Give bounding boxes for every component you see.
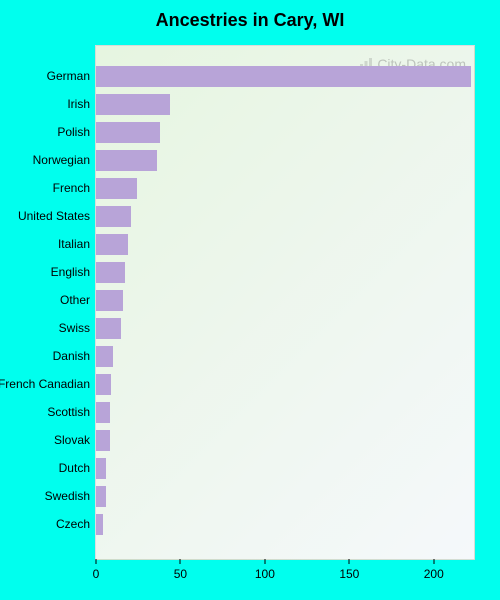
x-tick-label: 100 [255, 567, 275, 581]
bar-label: English [51, 265, 96, 279]
x-tick-mark [96, 559, 97, 564]
bar [96, 94, 170, 115]
x-tick-mark [180, 559, 181, 564]
bar-row: Dutch [96, 458, 474, 479]
bar-row: Scottish [96, 402, 474, 423]
bar [96, 486, 106, 507]
bar-label: Swiss [59, 321, 96, 335]
bar [96, 66, 471, 87]
bar [96, 402, 110, 423]
bar-label: Czech [56, 517, 96, 531]
bar-row: Czech [96, 514, 474, 535]
x-tick-label: 200 [424, 567, 444, 581]
bar-row: French [96, 178, 474, 199]
bar [96, 290, 123, 311]
bar-label: Dutch [59, 461, 96, 475]
bar [96, 514, 103, 535]
bar-row: Swedish [96, 486, 474, 507]
bar-label: Danish [53, 349, 96, 363]
x-tick-label: 150 [339, 567, 359, 581]
bar-row: French Canadian [96, 374, 474, 395]
chart-title: Ancestries in Cary, WI [0, 10, 500, 31]
bar-row: Other [96, 290, 474, 311]
bar [96, 234, 128, 255]
bar-label: French [53, 181, 96, 195]
bar-row: Italian [96, 234, 474, 255]
bar [96, 346, 113, 367]
bar [96, 458, 106, 479]
x-tick-mark [264, 559, 265, 564]
bar [96, 178, 137, 199]
bar-label: United States [18, 209, 96, 223]
x-tick-mark [433, 559, 434, 564]
x-tick-label: 50 [174, 567, 187, 581]
bar-label: Other [60, 293, 96, 307]
plot-area: City-Data.com GermanIrishPolishNorwegian… [95, 45, 475, 560]
chart-page: Ancestries in Cary, WI City-Data.com Ger… [0, 0, 500, 600]
bar-label: Irish [67, 97, 96, 111]
bar-row: Swiss [96, 318, 474, 339]
bar-row: Danish [96, 346, 474, 367]
bar-row: Polish [96, 122, 474, 143]
bar [96, 374, 111, 395]
bar-row: Norwegian [96, 150, 474, 171]
bar-row: United States [96, 206, 474, 227]
bar-label: French Canadian [0, 377, 96, 391]
bar [96, 262, 125, 283]
bar-row: Slovak [96, 430, 474, 451]
bar-label: Slovak [54, 433, 96, 447]
x-tick-label: 0 [93, 567, 100, 581]
bar-label: Norwegian [33, 153, 96, 167]
bar-label: German [47, 69, 96, 83]
bar [96, 318, 121, 339]
bar-label: Scottish [47, 405, 96, 419]
bar-label: Italian [58, 237, 96, 251]
bar-label: Polish [57, 125, 96, 139]
bar-row: English [96, 262, 474, 283]
x-tick-mark [349, 559, 350, 564]
bar [96, 122, 160, 143]
bar [96, 150, 157, 171]
bar-row: German [96, 66, 474, 87]
bar [96, 430, 110, 451]
bar-label: Swedish [45, 489, 96, 503]
bar-row: Irish [96, 94, 474, 115]
bar [96, 206, 131, 227]
